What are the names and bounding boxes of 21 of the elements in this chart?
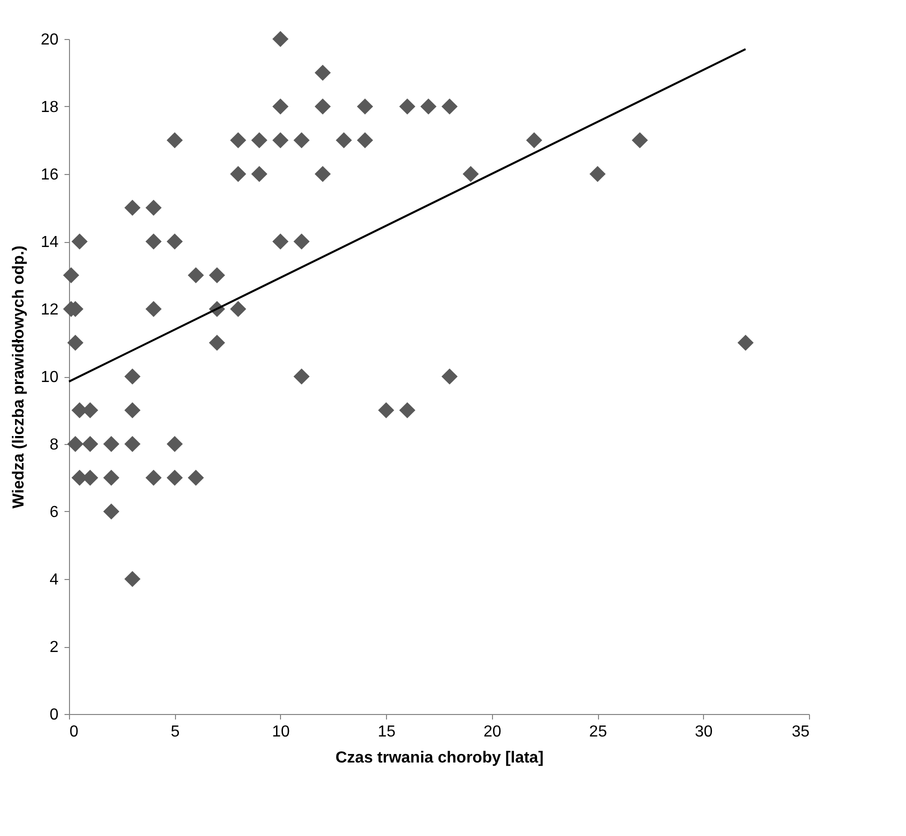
x-tick-label: 30 — [694, 724, 713, 740]
y-axis-title: Wiedza (liczba prawidłowych odp.) — [10, 246, 28, 508]
x-tick-label: 15 — [378, 724, 396, 740]
y-tick-label: 20 — [40, 32, 59, 48]
y-tick-label: 14 — [40, 234, 59, 251]
y-tick-label: 2 — [50, 639, 59, 656]
x-axis-title: Czas trwania choroby [lata] — [335, 750, 544, 766]
y-tick-label: 10 — [40, 369, 59, 386]
y-tick-label: 6 — [50, 504, 59, 521]
x-tick-label: 35 — [792, 724, 810, 740]
y-tick-label: 4 — [50, 572, 59, 588]
x-tick-label: 20 — [483, 724, 502, 740]
y-tick-label: 12 — [40, 302, 59, 318]
y-tick-label: 16 — [40, 166, 59, 184]
x-tick-label: 25 — [589, 724, 608, 740]
y-tick-label: 18 — [40, 99, 59, 116]
x-tick-label: 10 — [272, 724, 290, 740]
x-tick-label: 0 — [70, 724, 78, 740]
x-tick-label: 5 — [170, 724, 180, 740]
y-tick-label: 8 — [50, 436, 59, 454]
y-tick-label: 0 — [50, 706, 59, 724]
